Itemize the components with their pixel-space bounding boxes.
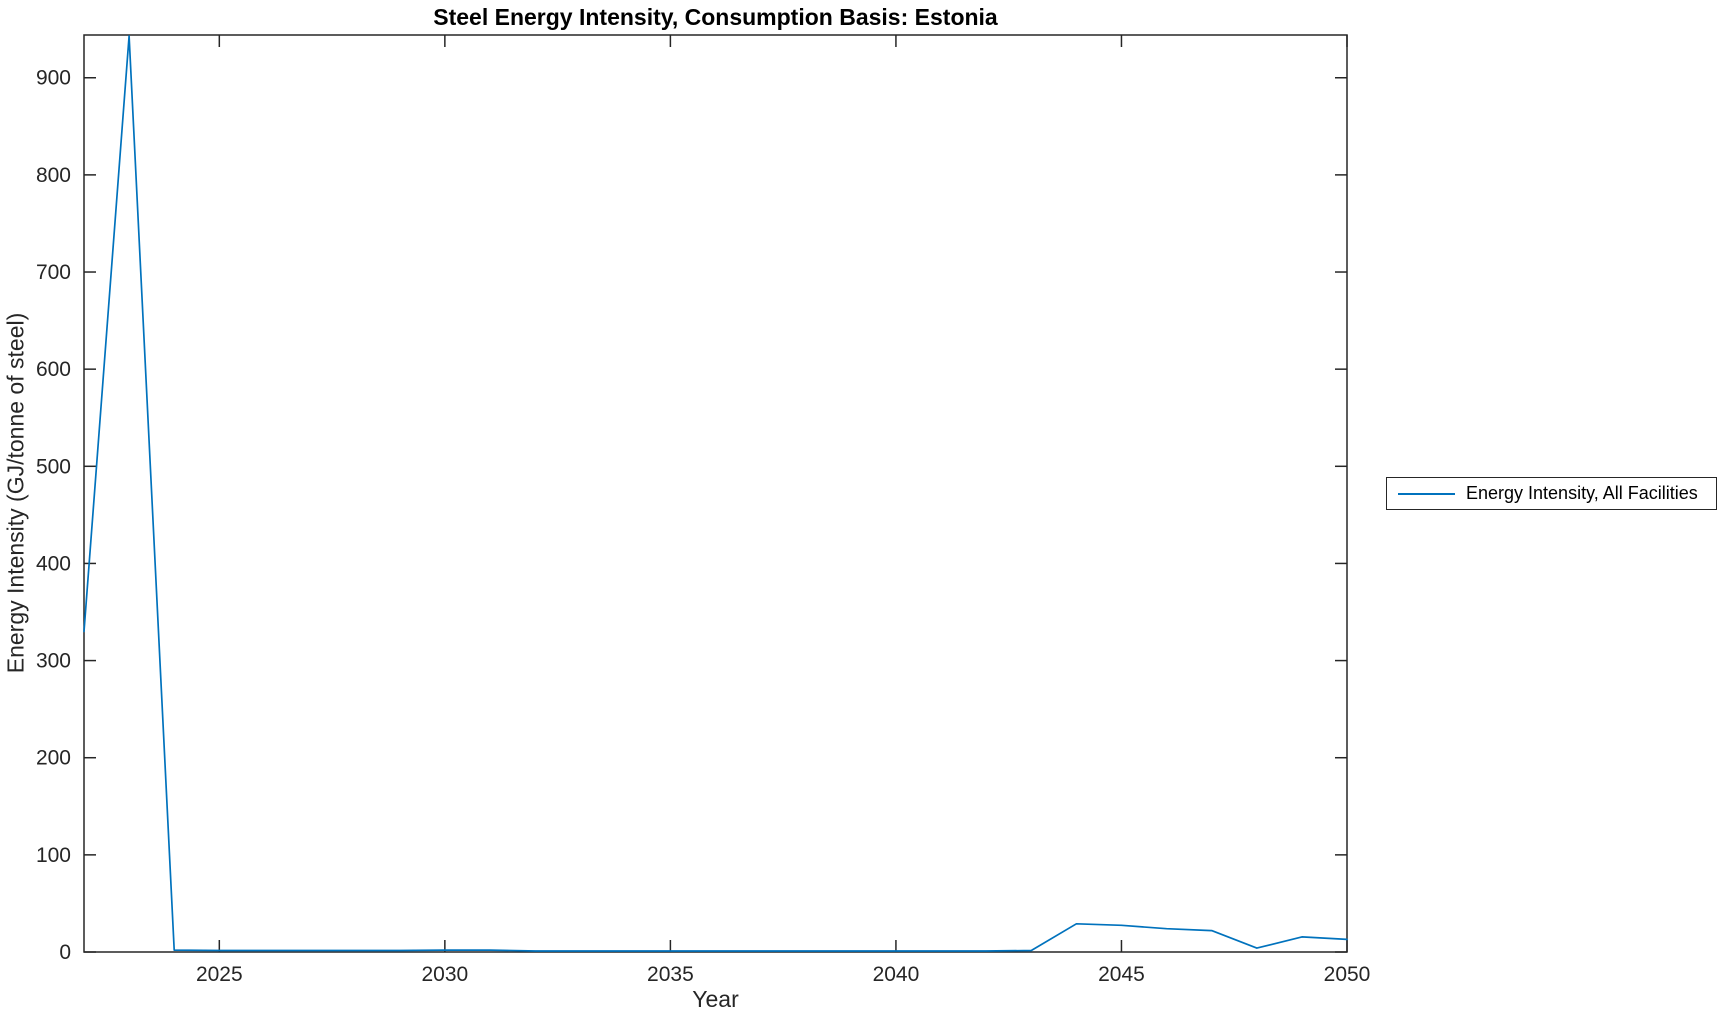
y-axis-label: Energy Intensity (GJ/tonne of steel) [2,312,29,674]
legend-entry-label: Energy Intensity, All Facilities [1466,483,1698,503]
series-line [83,35,1348,952]
y-tick-label: 400 [36,552,71,575]
y-tick-label: 600 [36,358,71,381]
x-tick-label: 2035 [647,963,694,986]
y-tick-label: 0 [59,941,71,964]
x-tick-label: 2040 [873,963,920,986]
x-tick-label: 2030 [421,963,468,986]
axes-box [83,34,1348,953]
y-tick-label: 700 [36,261,71,284]
x-tick-label: 2050 [1324,963,1371,986]
y-tick-label: 300 [36,650,71,673]
x-axis-label: Year [692,986,739,1012]
y-tick-label: 100 [36,844,71,867]
y-tick-label: 500 [36,455,71,478]
y-tick-label: 800 [36,164,71,187]
legend: Energy Intensity, All Facilities [1386,477,1717,510]
legend-line-sample-icon [1398,492,1455,495]
x-tick-label: 2045 [1098,963,1145,986]
chart-title: Steel Energy Intensity, Consumption Basi… [433,4,998,30]
x-tick-label: 2025 [196,963,243,986]
y-tick-label: 900 [36,67,71,90]
y-tick-label: 200 [36,747,71,770]
